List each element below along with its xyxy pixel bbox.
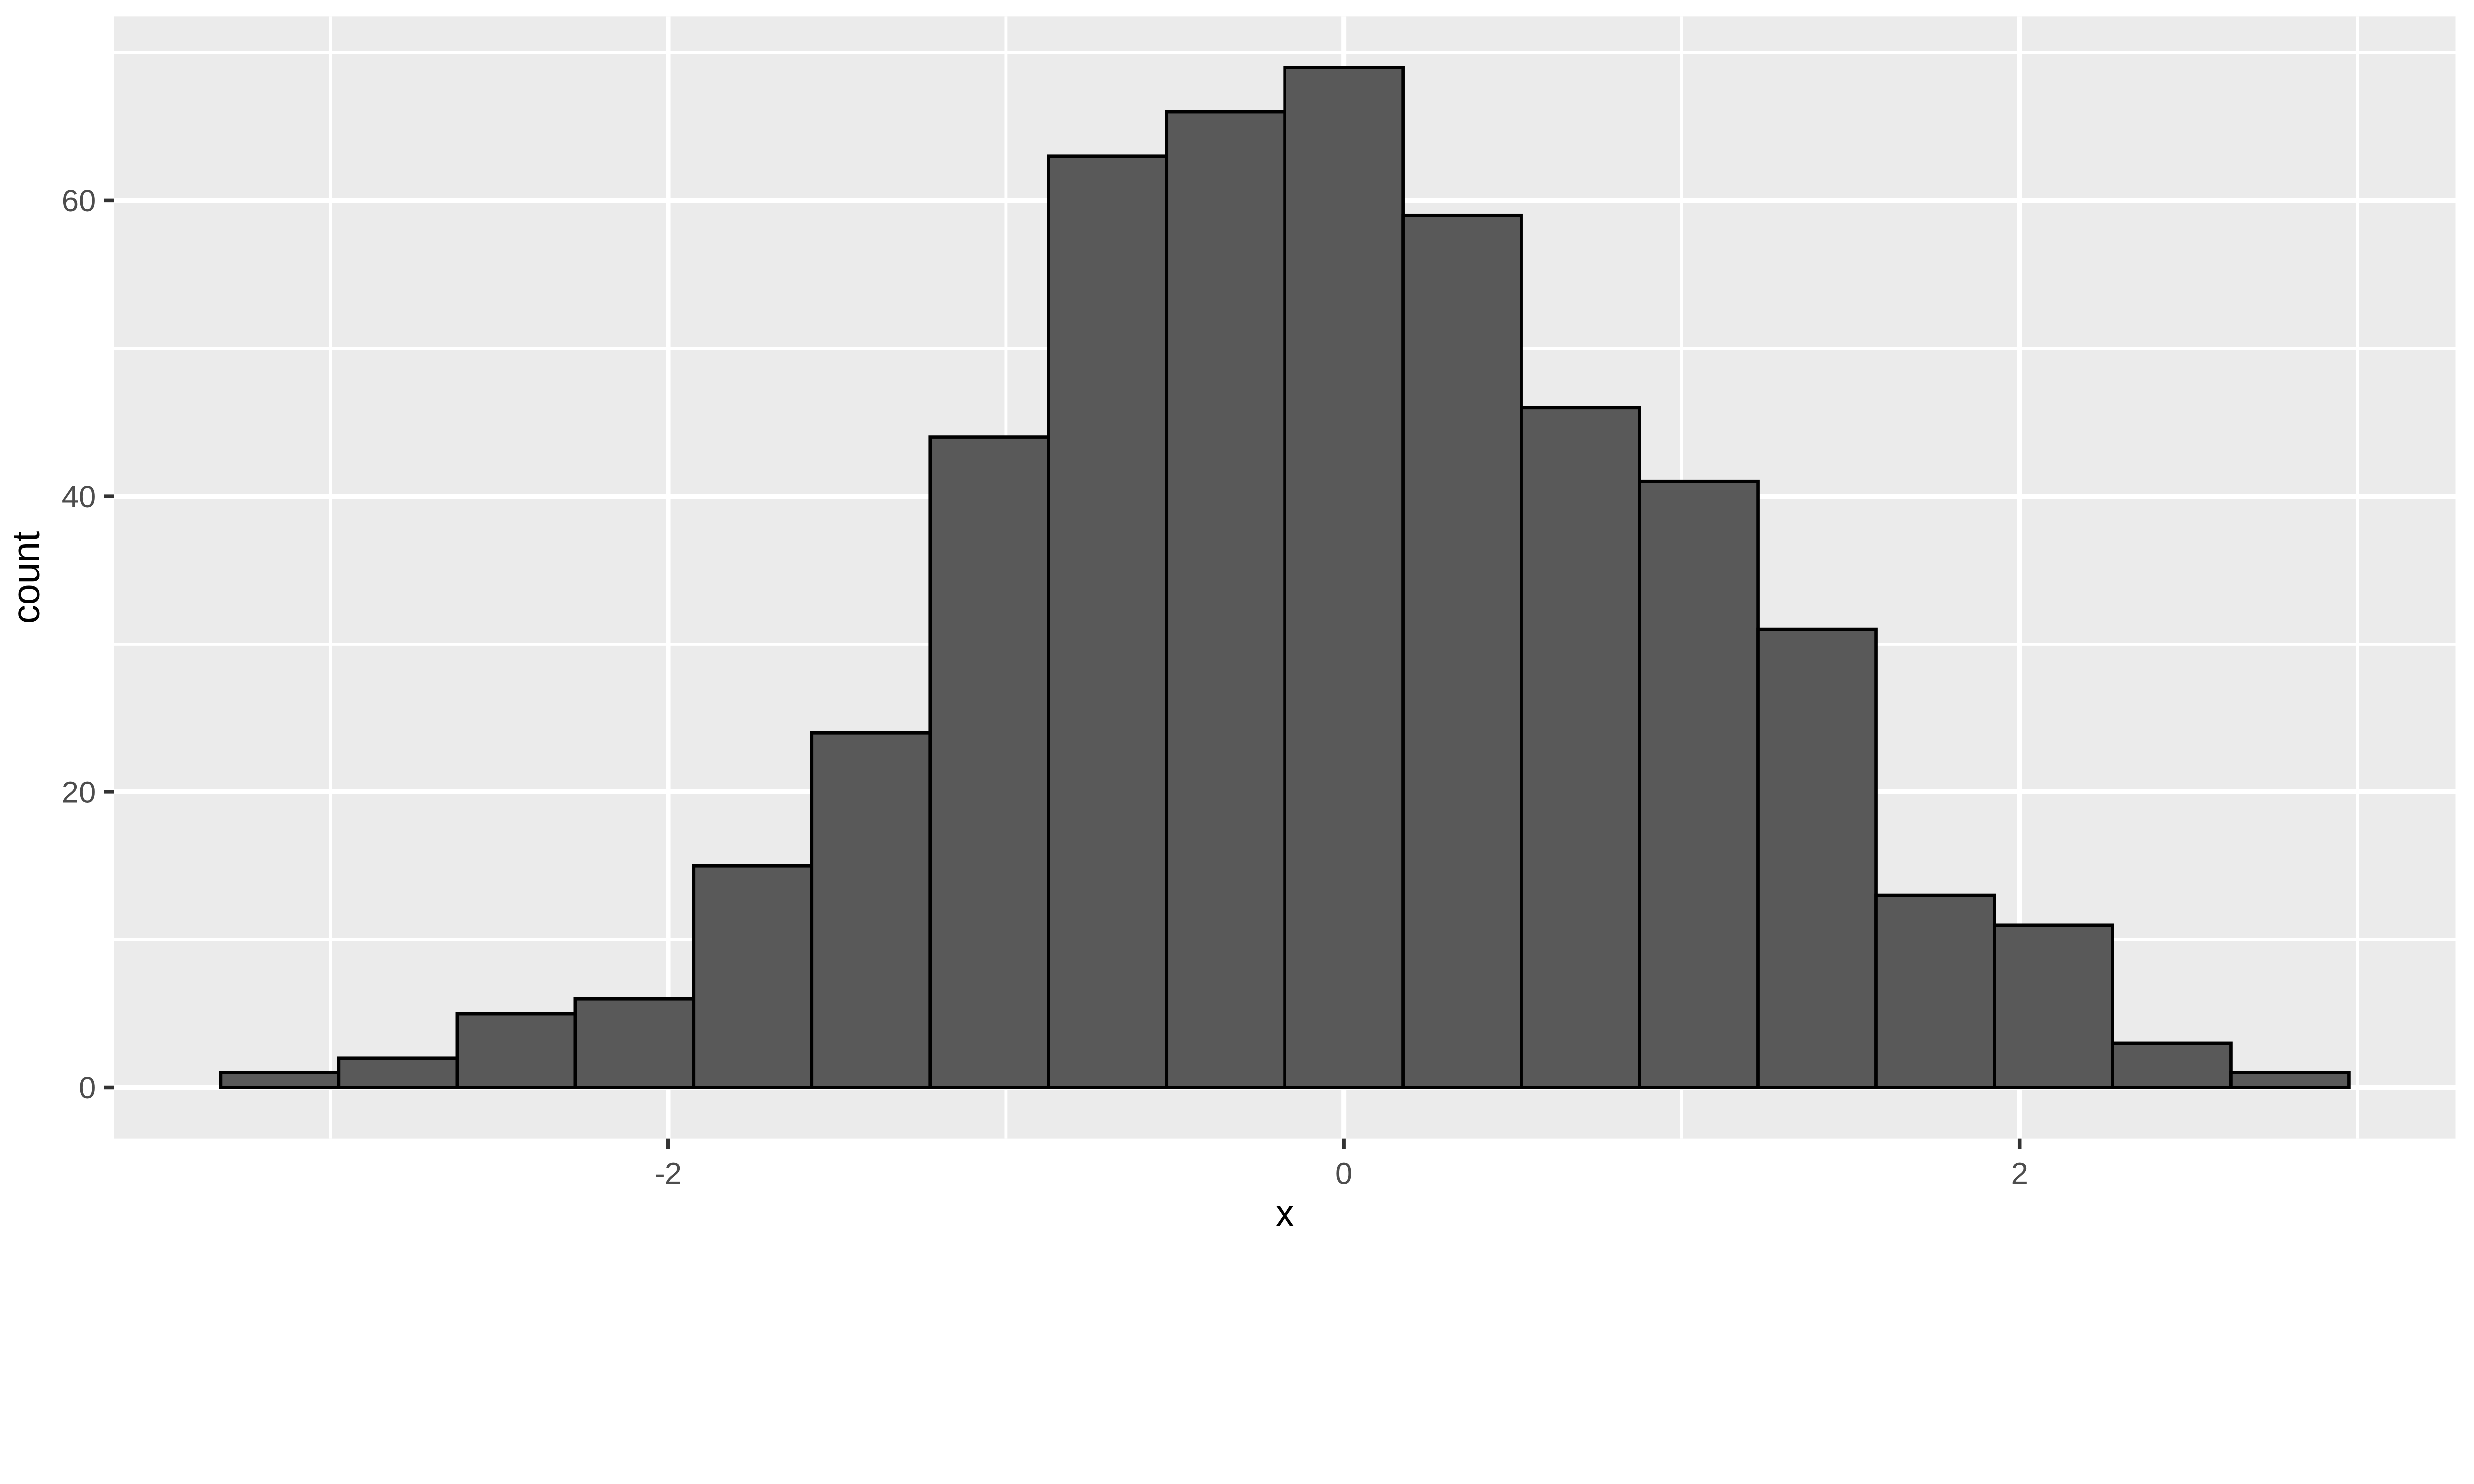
histogram-bar [1401, 213, 1523, 1089]
y-tick-label: 20 [62, 776, 96, 810]
x-axis-title: x [1276, 1193, 1294, 1235]
histogram-bar [1047, 154, 1169, 1089]
x-tick-label: -2 [655, 1157, 682, 1191]
y-tick-label: 0 [79, 1071, 95, 1105]
histogram-bar [1756, 627, 1878, 1089]
histogram-bar [2111, 1041, 2233, 1089]
histogram-bars [219, 66, 2351, 1089]
x-tick-label: 0 [1335, 1157, 1352, 1191]
histogram-figure: -2 0 2 0 20 40 60 x count [5, 16, 2456, 1235]
histogram-bar [692, 864, 814, 1089]
histogram-bar [219, 1071, 341, 1089]
histogram-bar [1165, 110, 1287, 1089]
y-tick-label: 40 [62, 480, 96, 514]
histogram-bar [810, 731, 932, 1089]
y-axis-title: count [5, 531, 48, 624]
histogram-bar [1520, 406, 1641, 1089]
histogram-bar [337, 1056, 459, 1089]
histogram-bar [2229, 1071, 2351, 1089]
histogram-bar [455, 1012, 577, 1089]
histogram-bar [928, 435, 1050, 1089]
axis-tick-marks [104, 198, 2022, 1149]
histogram-bar [1283, 66, 1405, 1089]
histogram-bar [1993, 923, 2114, 1089]
histogram-bar [1638, 479, 1760, 1089]
histogram-bar [1874, 893, 1996, 1089]
x-tick-label: 2 [2011, 1157, 2028, 1191]
y-tick-label: 60 [62, 184, 96, 218]
histogram-bar [573, 997, 696, 1089]
